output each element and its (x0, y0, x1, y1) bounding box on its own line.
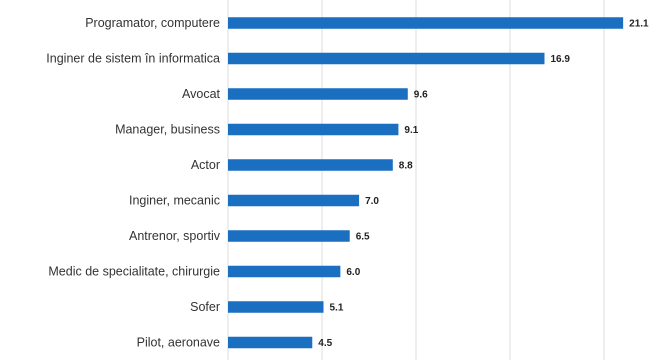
category-label-4: Actor (191, 158, 220, 172)
category-label-1: Inginer de sistem în informatica (46, 52, 220, 66)
value-label-7: 6.0 (346, 267, 360, 278)
value-label-8: 5.1 (330, 303, 344, 314)
category-label-2: Avocat (182, 87, 221, 101)
bar-2 (228, 88, 408, 100)
value-label-4: 8.8 (399, 161, 413, 172)
value-label-9: 4.5 (318, 338, 332, 349)
bar-0 (228, 17, 624, 29)
bar-3 (228, 123, 399, 136)
bar-9 (228, 336, 313, 349)
value-label-6: 6.5 (356, 232, 370, 243)
value-label-3: 9.1 (404, 125, 418, 136)
category-label-9: Pilot, aeronave (137, 336, 220, 350)
bar-1 (228, 52, 545, 65)
bar-6 (228, 230, 350, 242)
value-label-2: 9.6 (414, 90, 428, 101)
category-labels: Programator, computere Inginer de sistem … (46, 16, 220, 350)
category-label-0: Programator, computere (85, 16, 220, 30)
category-label-8: Sofer (190, 300, 220, 314)
bar-4 (228, 159, 393, 171)
category-label-7: Medic de specialitate, chirurgie (48, 265, 220, 279)
value-label-1: 16.9 (550, 54, 570, 65)
bar-8 (228, 301, 324, 313)
value-label-5: 7.0 (365, 196, 379, 207)
value-labels: 21.1 16.9 9.6 9.1 8.8 7.0 6.5 6.0 5.1 4.5 (318, 19, 649, 350)
category-label-3: Manager, business (115, 123, 220, 137)
bar-7 (228, 265, 341, 278)
category-label-6: Antrenor, sportiv (129, 229, 221, 243)
category-label-5: Inginer, mecanic (129, 194, 220, 208)
bars (228, 17, 624, 349)
value-label-0: 21.1 (629, 19, 649, 30)
bar-5 (228, 194, 360, 207)
